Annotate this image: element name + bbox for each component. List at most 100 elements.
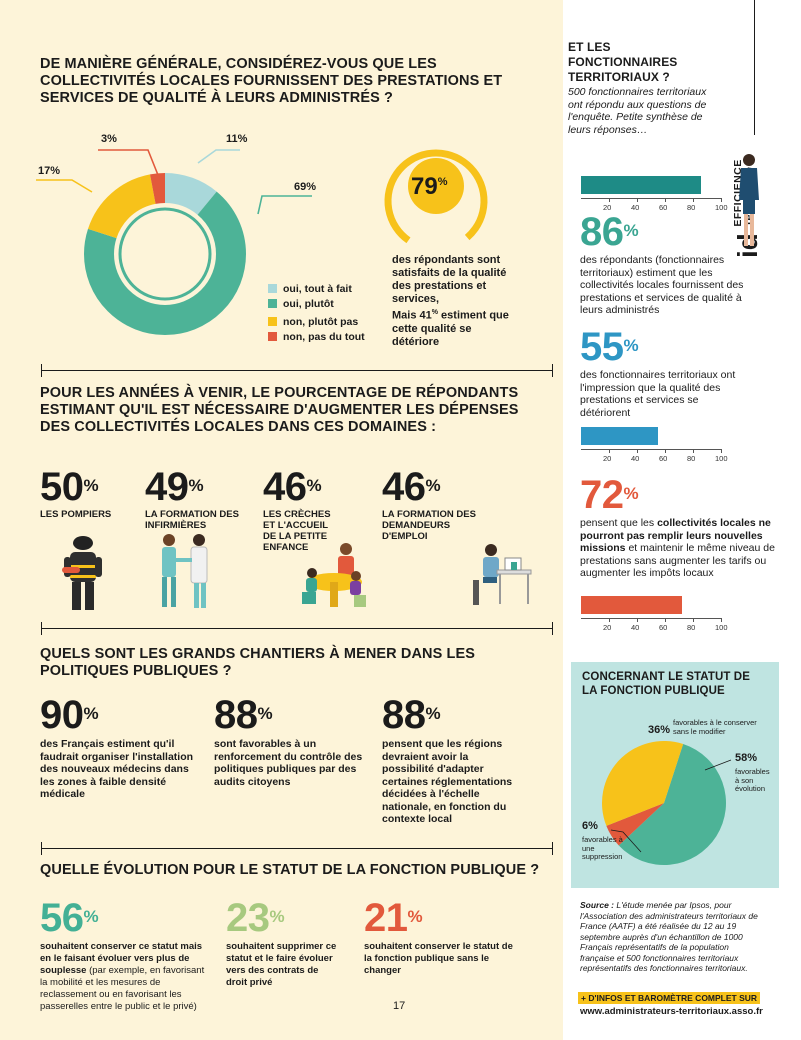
statut-title: CONCERNANT LE STATUT DE LA FONCTION PUBL… bbox=[582, 671, 750, 697]
axis-tick-label: 20 bbox=[603, 203, 612, 212]
legend-item: oui, tout à fait bbox=[268, 281, 365, 296]
pie-slice-6 bbox=[606, 803, 664, 846]
firefighter-illustration bbox=[62, 536, 102, 610]
legend-item: oui, plutôt bbox=[268, 296, 365, 311]
q4-item-56: 56% souhaitent conserver ce statut mais … bbox=[40, 898, 208, 1013]
q4-item-21: 21% souhaitent conserver le statut de la… bbox=[364, 898, 514, 977]
axis-tick-label: 80 bbox=[687, 203, 696, 212]
gauge-79 bbox=[384, 149, 488, 253]
source-text: Source : L'étude menée par Ipsos, pour l… bbox=[580, 900, 758, 973]
bar-86 bbox=[581, 176, 701, 194]
stat-text: des Français estiment qu'il faudrait org… bbox=[40, 738, 194, 800]
stat-86: 86% bbox=[580, 210, 639, 254]
stat-72: 72% bbox=[580, 473, 639, 517]
donut-slice-1 bbox=[84, 173, 246, 335]
legend-item: non, plutôt pas bbox=[268, 314, 365, 329]
stat-text: souhaitent conserver le statut de la fon… bbox=[364, 941, 513, 976]
axis-tick bbox=[721, 449, 722, 453]
axis-tick-label: 60 bbox=[659, 203, 668, 212]
axis-tick bbox=[637, 449, 638, 453]
q2-item-infirmieres: 49% LA FORMATION DES INFIRMIÈRES bbox=[145, 467, 250, 531]
nurses-illustration bbox=[162, 534, 208, 608]
axis-tick bbox=[693, 618, 694, 622]
stat-value: 49% bbox=[145, 465, 204, 509]
q2-title: POUR LES ANNÉES À VENIR, LE POURCENTAGE … bbox=[40, 385, 519, 435]
sidebar: id EFFICIENCE Territoriale ET LES FONCTI… bbox=[563, 0, 801, 1040]
q3-item-88a: 88% sont favorables à un renforcement du… bbox=[214, 695, 364, 788]
separator bbox=[41, 842, 553, 855]
label-69: 69% bbox=[294, 181, 317, 193]
axis-tick-label: 100 bbox=[715, 203, 728, 212]
axis-line bbox=[581, 618, 721, 619]
stat-value: 23% bbox=[226, 896, 285, 940]
stat-value: 88% bbox=[214, 693, 273, 737]
axis-tick-label: 40 bbox=[631, 203, 640, 212]
q3-title: QUELS SONT LES GRANDS CHANTIERS À MENER … bbox=[40, 646, 475, 679]
stat-text: souhaitent conserver ce statut mais en l… bbox=[40, 941, 205, 1012]
leader-line-58 bbox=[704, 759, 732, 771]
axis-tick-label: 60 bbox=[659, 454, 668, 463]
stat-72-text: pensent que les collectivités locales ne… bbox=[580, 517, 775, 579]
bar-72 bbox=[581, 596, 682, 614]
axis-tick bbox=[721, 198, 722, 202]
label-58-text: favorables à son évolution bbox=[735, 767, 770, 793]
legend-swatch bbox=[268, 284, 277, 293]
stat-value: 50% bbox=[40, 465, 99, 509]
stat-value: 46% bbox=[382, 465, 441, 509]
label-36: 36% bbox=[648, 724, 671, 736]
statut-pie-chart bbox=[602, 741, 726, 865]
axis-tick bbox=[637, 618, 638, 622]
legend-swatch bbox=[268, 299, 277, 308]
leader-line-11 bbox=[197, 149, 240, 164]
woman-illustration bbox=[739, 154, 759, 246]
q2-item-creches: 46% LES CRÈCHES ET L'ACCUEIL DE LA PETIT… bbox=[263, 467, 343, 553]
job-training-illustration bbox=[473, 544, 532, 605]
axis-tick-label: 60 bbox=[659, 623, 668, 632]
q1-text: des répondants sont satisfaits de la qua… bbox=[392, 254, 509, 348]
axis-tick bbox=[665, 198, 666, 202]
website-link[interactable]: www.administrateurs-territoriaux.asso.fr bbox=[580, 1006, 763, 1017]
legend-item: non, pas du tout bbox=[268, 329, 365, 344]
label-11: 11% bbox=[226, 133, 248, 145]
stat-text: sont favorables à un renforcement du con… bbox=[214, 738, 363, 788]
axis-tick bbox=[665, 618, 666, 622]
legend-swatch bbox=[268, 332, 277, 341]
donut-slice-3 bbox=[84, 173, 246, 335]
axis-tick bbox=[637, 198, 638, 202]
legend-swatch bbox=[268, 317, 277, 326]
axis-tick bbox=[609, 198, 610, 202]
axis-tick-label: 100 bbox=[715, 623, 728, 632]
stat-label: LES POMPIERS bbox=[40, 509, 112, 520]
axis-tick bbox=[609, 449, 610, 453]
label-3: 3% bbox=[101, 133, 117, 145]
label-36-text: favorables à le conserver sans le modifi… bbox=[673, 718, 757, 736]
axis-tick-label: 80 bbox=[687, 623, 696, 632]
axis-tick bbox=[721, 618, 722, 622]
pie-slice-58 bbox=[618, 744, 726, 865]
stat-text: pensent que les régions devraient avoir … bbox=[382, 738, 513, 825]
leader-line-17 bbox=[36, 179, 93, 193]
stat-label: LA FORMATION DES INFIRMIÈRES bbox=[145, 509, 239, 531]
label-58: 58% bbox=[735, 752, 758, 764]
axis-line bbox=[581, 449, 721, 450]
pie-slice-36 bbox=[602, 741, 684, 826]
axis-tick bbox=[665, 449, 666, 453]
axis-tick bbox=[693, 449, 694, 453]
q3-item-88b: 88% pensent que les régions devraient av… bbox=[382, 695, 522, 826]
axis-tick bbox=[693, 198, 694, 202]
q1-legend: oui, tout à fait oui, plutôt non, plutôt… bbox=[268, 281, 365, 344]
stat-79: 79% bbox=[411, 173, 448, 200]
q4-title: QUELLE ÉVOLUTION POUR LE STATUT DE LA FO… bbox=[40, 862, 540, 878]
stat-value: 46% bbox=[263, 465, 322, 509]
label-6-text: favorables à une suppression bbox=[582, 835, 623, 861]
stat-value: 88% bbox=[382, 693, 441, 737]
donut-inner-ring bbox=[118, 207, 212, 301]
axis-line bbox=[581, 198, 721, 199]
daycare-illustration bbox=[302, 543, 366, 607]
stat-55-text: des fonctionnaires territoriaux ont l'im… bbox=[580, 369, 736, 419]
more-info-label: + D'INFOS ET BAROMÈTRE COMPLET SUR bbox=[578, 992, 761, 1004]
leader-line-3 bbox=[98, 149, 159, 176]
stat-86-text: des répondants (fonctionnaires territori… bbox=[580, 254, 744, 316]
statut-box: CONCERNANT LE STATUT DE LA FONCTION PUBL… bbox=[571, 662, 779, 888]
q1-title: DE MANIÈRE GÉNÉRALE, CONSIDÉREZ-VOUS QUE… bbox=[40, 56, 503, 106]
